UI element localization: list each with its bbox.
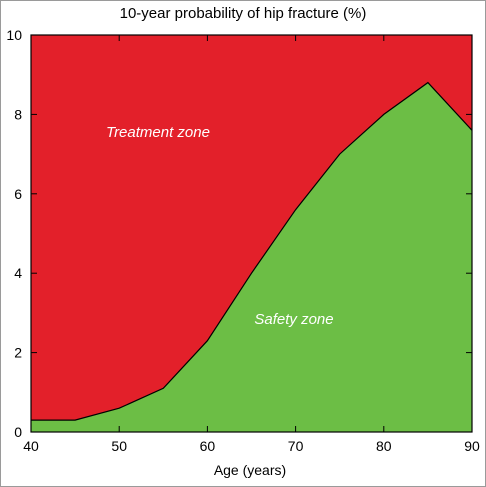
safety-zone-label: Safety zone [254,311,333,328]
y-tick-label: 0 [14,424,22,440]
safety-zone-area [31,82,472,432]
y-tick-label: 6 [14,186,22,202]
chart-title: 10-year probability of hip fracture (%) [119,5,367,22]
y-tick-label: 8 [14,106,22,122]
plot-border [30,34,473,433]
x-tick-label: 50 [111,438,127,454]
y-tick-label: 10 [6,27,22,43]
x-tick-label: 60 [200,438,216,454]
x-tick-label: 40 [23,438,39,454]
x-axis: 40 50 60 70 80 90 [23,35,480,454]
y-tick-label: 4 [14,265,22,281]
treatment-zone-label: Treatment zone [106,124,210,141]
y-axis: 0 2 4 6 8 10 [6,27,472,440]
x-tick-label: 90 [464,438,480,454]
x-axis-label: Age (years) [213,462,287,478]
threshold-line [31,81,473,421]
x-tick-label: 80 [376,438,392,454]
y-tick-label: 2 [14,345,22,361]
x-tick-label: 70 [288,438,304,454]
